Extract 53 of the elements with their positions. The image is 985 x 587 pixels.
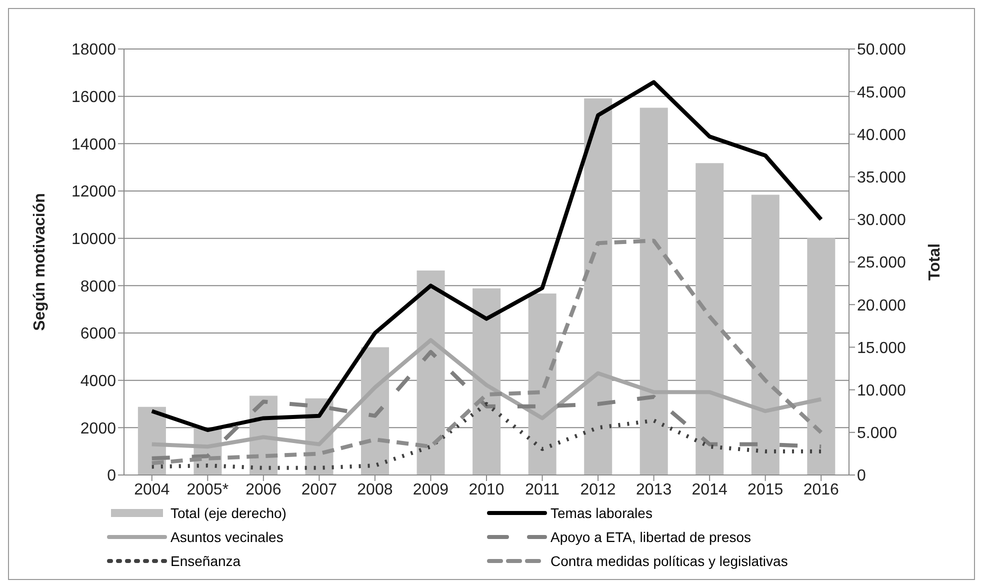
y2-tick-label: 0 [857, 468, 866, 485]
x-tick-label: 2004 [134, 481, 170, 498]
legend-label: Enseñanza [170, 553, 241, 569]
y2-tick-label: 15.000 [857, 340, 906, 357]
legend-label: Temas laborales [550, 505, 652, 521]
bar [528, 294, 556, 475]
y2-tick-label: 5.000 [857, 425, 898, 442]
x-tick-label: 2016 [803, 481, 840, 498]
y2-tick-label: 25.000 [857, 254, 906, 272]
y2-tick-label: 20.000 [857, 297, 906, 314]
x-tick-label: 2012 [580, 481, 616, 498]
x-tick-label: 2007 [301, 481, 338, 498]
bar [640, 108, 668, 475]
x-tick-label: 2006 [246, 481, 282, 498]
bar [696, 163, 724, 475]
line-series [150, 338, 824, 449]
y2-tick-label: 40.000 [857, 126, 906, 144]
y-tick-label: 6000 [80, 326, 116, 343]
y-tick-label: 8000 [80, 278, 116, 296]
legend-label: Total (eje derecho) [170, 505, 286, 521]
bar [472, 288, 501, 475]
y2-axis-title: Total [926, 243, 944, 281]
y-tick-label: 18000 [72, 42, 116, 59]
y2-tick-label: 30.000 [857, 212, 906, 230]
y-tick-label: 16000 [72, 89, 116, 106]
legend-label: Apoyo a ETA, libertad de presos [550, 529, 752, 545]
x-tick-label: 2014 [692, 481, 728, 498]
y2-tick-label: 50.000 [857, 42, 906, 59]
y-tick-label: 4000 [80, 373, 116, 390]
y-tick-label: 10000 [72, 231, 116, 248]
x-tick-label: 2013 [636, 481, 672, 498]
y-tick-label: 14000 [72, 136, 116, 154]
x-tick-label: 2010 [468, 481, 504, 498]
x-tick-label: 2008 [357, 481, 393, 498]
y-tick-label: 2000 [80, 420, 116, 438]
line-series [150, 402, 824, 470]
legend-label: Contra medidas políticas y legislativas [550, 553, 788, 569]
bar [416, 270, 445, 475]
bar [751, 194, 780, 475]
y-tick-label: 0 [107, 468, 116, 485]
x-tick-label: 2009 [412, 481, 449, 498]
y2-tick-label: 35.000 [857, 169, 906, 186]
y-tick-label: 12000 [72, 184, 116, 201]
x-tick-label: 2011 [525, 481, 560, 498]
legend-label: Asuntos vecinales [170, 529, 284, 545]
x-tick-label: 2005* [186, 481, 229, 498]
y2-tick-label: 45.000 [857, 84, 906, 102]
line-series [150, 80, 824, 432]
bar [584, 98, 612, 475]
x-tick-label: 2015 [748, 481, 784, 498]
bar [807, 238, 836, 475]
y2-tick-label: 10.000 [857, 382, 906, 400]
y-axis-title: Según motivación [32, 193, 49, 331]
